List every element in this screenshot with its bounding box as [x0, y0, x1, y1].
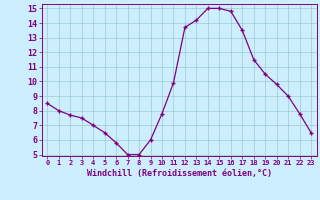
X-axis label: Windchill (Refroidissement éolien,°C): Windchill (Refroidissement éolien,°C)	[87, 169, 272, 178]
